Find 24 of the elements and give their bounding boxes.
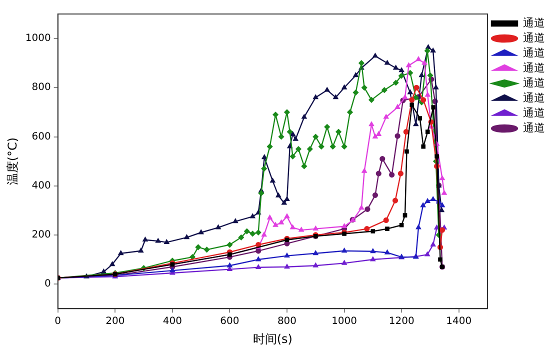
legend-label: 通道	[523, 121, 545, 134]
y-axis-title: 温度(°C)	[5, 137, 20, 186]
legend-label: 通道	[523, 16, 545, 30]
x-axis-title: 时间(s)	[252, 332, 292, 346]
y-tick-label: 200	[32, 230, 51, 241]
y-tick-label: 800	[32, 82, 51, 94]
x-tick-label: 1400	[446, 316, 472, 328]
legend-label: 通道	[523, 31, 545, 44]
legend-label: 通道	[523, 46, 545, 60]
legend-label: 通道	[523, 91, 545, 104]
y-tick-label: 1000	[25, 33, 51, 44]
x-tick-label: 600	[220, 316, 240, 328]
x-tick-label: 200	[106, 316, 125, 328]
x-tick-label: 400	[162, 316, 182, 328]
x-tick-label: 800	[277, 316, 297, 328]
legend-label: 通道	[523, 61, 545, 74]
legend-label: 通道	[523, 106, 545, 120]
y-tick-label: 0	[44, 278, 51, 290]
legend-label: 通道	[523, 76, 545, 90]
x-tick-label: 1000	[332, 316, 358, 328]
y-tick-label: 400	[32, 180, 51, 192]
x-tick-label: 1200	[388, 316, 414, 328]
x-tick-label: 0	[54, 316, 62, 328]
y-tick-label: 600	[32, 131, 51, 142]
